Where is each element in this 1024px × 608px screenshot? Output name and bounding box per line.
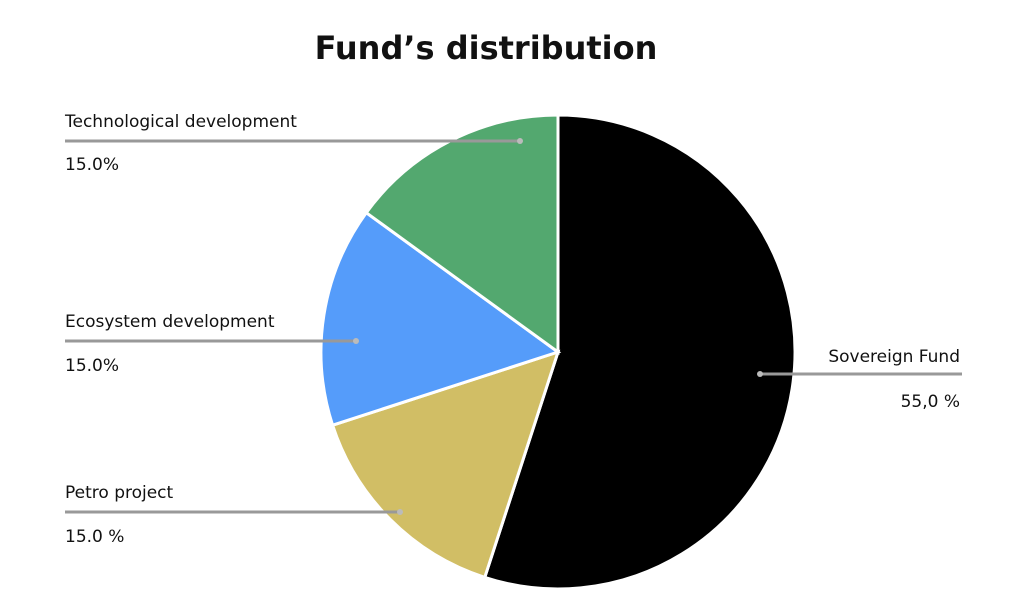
- leader-dot: [397, 509, 403, 515]
- slice-value-label: 15.0 %: [65, 527, 124, 547]
- chart-title: Fund’s distribution: [315, 29, 658, 67]
- pie-slice: [319, 210, 562, 428]
- leader-dot: [517, 138, 523, 144]
- slice-label: Petro project: [65, 483, 174, 503]
- slice-label: Sovereign Fund: [828, 347, 960, 367]
- slice-value-label: 55,0 %: [901, 392, 960, 412]
- leader-dot: [757, 371, 763, 377]
- slice-label: Ecosystem development: [65, 312, 275, 332]
- slice-label: Technological development: [64, 112, 297, 132]
- slice-value-label: 15.0%: [65, 356, 119, 376]
- slice-value-label: 15.0%: [65, 155, 119, 175]
- pie-slice: [482, 113, 797, 591]
- leader-dot: [353, 338, 359, 344]
